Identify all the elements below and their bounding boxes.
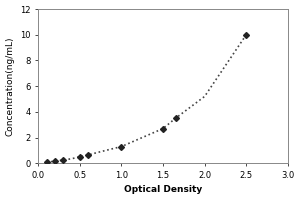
Y-axis label: Concentration(ng/mL): Concentration(ng/mL) — [6, 36, 15, 136]
X-axis label: Optical Density: Optical Density — [124, 185, 202, 194]
